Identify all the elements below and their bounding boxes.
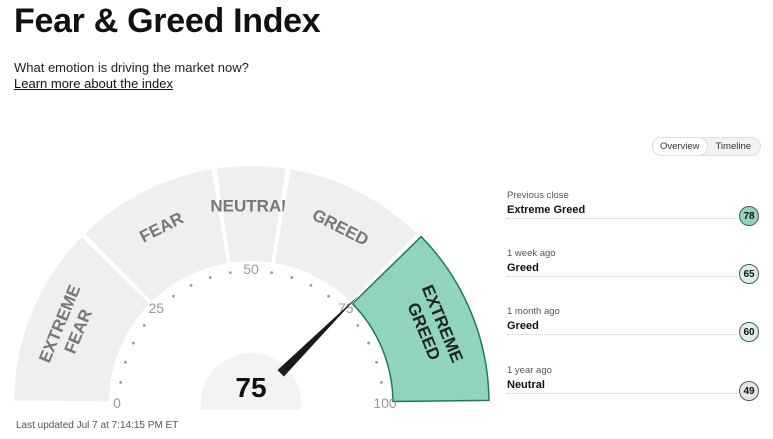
history-previous-close: Previous close Extreme Greed 78 [507,190,761,226]
history-score-badge: 49 [739,381,759,401]
history-score-badge: 65 [739,264,759,284]
view-toggle: Overview Timeline [652,137,761,156]
gauge-scale-dot [327,294,330,298]
gauge-scale-dot [119,380,123,384]
gauge-scale-dot [379,380,383,384]
history-value: Extreme Greed [507,204,586,216]
history-label: 1 month ago [507,306,560,317]
gauge-scale-dot [309,283,313,287]
gauge-tick-label: 0 [113,395,121,410]
gauge-tick-label: 100 [373,395,397,410]
history-divider [507,393,737,394]
gauge-value: 75 [235,372,266,403]
gauge-scale-dot [131,341,135,345]
history-1-week: 1 week ago Greed 65 [507,248,761,284]
gauge-scale-dot [189,283,193,287]
gauge-scale-dot [375,360,378,364]
gauge-needle [277,295,359,377]
gauge-scale-dot [356,324,360,327]
gauge-segment [85,169,228,302]
history-divider [507,276,737,277]
toggle-overview[interactable]: Overview [652,137,708,156]
gauge-scale-dot [172,294,175,298]
history-value: Greed [507,320,539,332]
gauge-scale-dot [290,276,294,279]
history-label: 1 year ago [507,365,552,376]
history-score-badge: 60 [739,322,759,342]
gauge-segment [216,166,286,263]
history-label: 1 week ago [507,248,556,259]
history-divider [507,334,737,335]
toggle-timeline[interactable]: Timeline [715,141,752,152]
gauge-scale-dot [142,324,146,327]
gauge-scale-dot [270,271,274,275]
gauge-segment [274,169,417,302]
gauge-scale-dot [208,276,212,279]
gauge-scale-dot [228,271,232,275]
page-subtitle: What emotion is driving the market now? [14,60,249,75]
history-value: Neutral [507,379,545,391]
history-label: Previous close [507,190,569,201]
learn-more-link[interactable]: Learn more about the index [14,76,173,91]
gauge-scale-dot [124,360,127,364]
gauge-center-disc [201,353,301,410]
gauge-scale-dot [367,341,371,345]
history-1-month: 1 month ago Greed 60 [507,306,761,342]
history-value: Greed [507,262,539,274]
history-1-year: 1 year ago Neutral 49 [507,365,761,401]
page-title: Fear & Greed Index [14,2,321,40]
gauge-tick-label: 50 [243,261,259,277]
history-score-badge: 78 [739,206,759,226]
gauge-segment-label: NEUTRAL [210,197,291,216]
gauge-segment [14,237,150,402]
gauge-tick-label: 25 [148,300,164,316]
gauge-segment [351,235,490,403]
history-divider [507,218,737,219]
last-updated: Last updated Jul 7 at 7:14:15 PM ET [16,420,179,431]
